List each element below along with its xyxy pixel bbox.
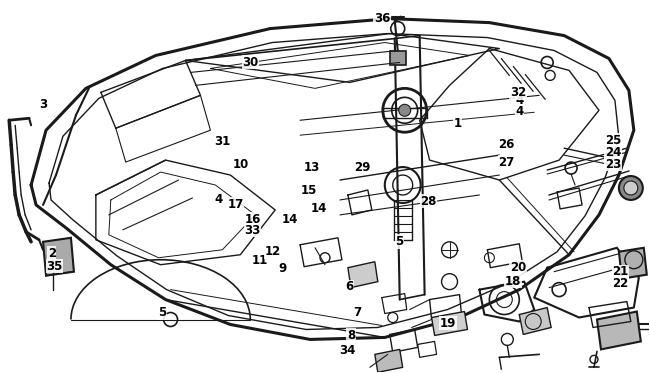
- Text: 4: 4: [515, 105, 523, 118]
- Polygon shape: [390, 50, 406, 65]
- Circle shape: [398, 104, 411, 116]
- Text: 17: 17: [227, 198, 244, 211]
- Text: 20: 20: [510, 261, 526, 274]
- Text: 14: 14: [281, 213, 298, 226]
- Text: 21: 21: [612, 266, 629, 279]
- Text: 11: 11: [252, 254, 268, 267]
- Polygon shape: [432, 311, 467, 335]
- Text: 15: 15: [300, 184, 317, 197]
- Polygon shape: [519, 308, 551, 335]
- Polygon shape: [375, 350, 403, 372]
- Text: 1: 1: [454, 117, 462, 130]
- Text: 7: 7: [354, 306, 361, 319]
- Text: 26: 26: [498, 138, 515, 151]
- Text: 36: 36: [374, 12, 390, 25]
- Text: 25: 25: [605, 134, 621, 147]
- Text: 6: 6: [346, 280, 354, 293]
- Text: 5: 5: [158, 306, 166, 319]
- Text: 33: 33: [244, 224, 261, 237]
- Polygon shape: [597, 311, 641, 350]
- Text: 32: 32: [510, 87, 526, 99]
- Text: 4: 4: [214, 193, 222, 206]
- Text: 28: 28: [421, 195, 437, 208]
- Text: 27: 27: [498, 156, 514, 169]
- Text: 12: 12: [265, 245, 281, 258]
- Text: 35: 35: [46, 260, 62, 273]
- Text: 13: 13: [304, 162, 320, 175]
- Text: 5: 5: [395, 235, 404, 248]
- Text: 2: 2: [47, 247, 56, 260]
- Text: 3: 3: [39, 98, 47, 111]
- Text: 18: 18: [504, 275, 521, 288]
- Text: 16: 16: [244, 213, 261, 226]
- Text: 29: 29: [354, 161, 370, 174]
- Text: 4: 4: [515, 94, 523, 107]
- Circle shape: [619, 176, 643, 200]
- Text: 10: 10: [233, 158, 249, 171]
- Text: 23: 23: [605, 158, 621, 171]
- Polygon shape: [43, 238, 74, 276]
- Text: 19: 19: [440, 317, 456, 330]
- Text: 9: 9: [279, 262, 287, 275]
- Polygon shape: [619, 248, 647, 279]
- Text: 22: 22: [612, 277, 629, 289]
- Polygon shape: [348, 262, 378, 288]
- Text: 24: 24: [605, 146, 621, 159]
- Text: 34: 34: [339, 344, 356, 357]
- Circle shape: [624, 181, 638, 195]
- Text: 31: 31: [214, 135, 231, 148]
- Text: 30: 30: [242, 56, 259, 69]
- Text: 14: 14: [310, 202, 327, 215]
- Text: 8: 8: [347, 329, 355, 342]
